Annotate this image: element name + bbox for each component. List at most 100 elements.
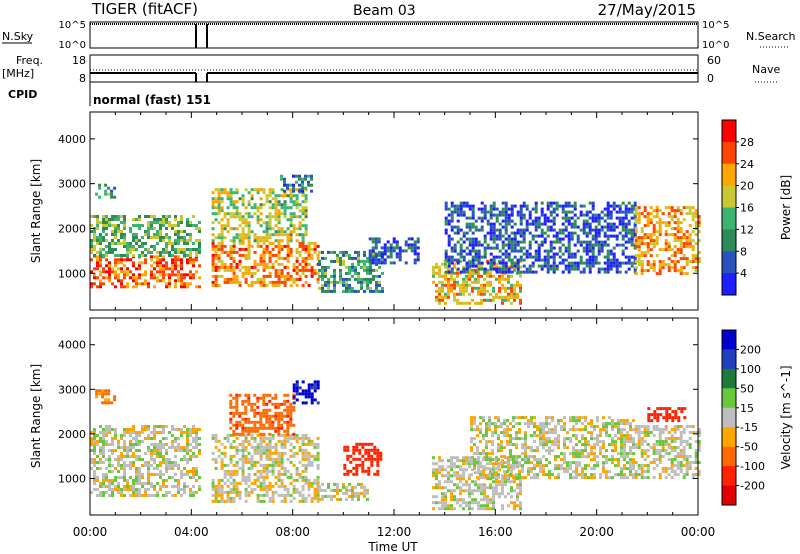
power-cell (498, 228, 502, 232)
power-cell (198, 239, 201, 242)
power-cell (259, 277, 263, 281)
vel-cell (90, 437, 93, 440)
vel-cell (132, 425, 135, 428)
vel-cell (301, 380, 305, 384)
power-cell (688, 239, 692, 243)
power-cell (150, 273, 153, 277)
power-cell (462, 280, 465, 284)
vel-cell (250, 454, 254, 458)
power-cell (253, 262, 257, 266)
power-cell (195, 248, 198, 251)
vel-cell (295, 490, 299, 494)
power-cell (247, 236, 251, 240)
vel-cell (295, 433, 299, 437)
vel-cell (265, 411, 269, 415)
power-cell (486, 289, 489, 293)
vel-cell (333, 494, 336, 498)
vel-cell (256, 496, 260, 500)
vel-cell (435, 471, 438, 475)
vel-cell (135, 431, 138, 434)
vel-cell (542, 422, 545, 426)
vel-cell (330, 494, 333, 498)
power-cell (348, 265, 351, 269)
vel-cell (189, 431, 192, 434)
vel-cell (518, 416, 521, 420)
vel-cell (489, 471, 492, 475)
power-cell (99, 239, 102, 242)
power-cell (114, 258, 117, 262)
power-cell (298, 224, 302, 228)
power-cell (588, 231, 592, 235)
vel-cell (174, 494, 177, 497)
vel-cell (283, 472, 287, 476)
vel-cell (220, 484, 224, 488)
power-cell (612, 207, 616, 211)
power-cell (241, 227, 245, 231)
vel-cell (530, 449, 533, 453)
power-cell (450, 219, 454, 223)
power-cell (383, 246, 387, 250)
vel-cell (220, 493, 224, 497)
vel-cell (223, 454, 227, 458)
power-cell (634, 209, 638, 213)
power-y-tick-label: 1000 (58, 267, 86, 280)
power-cell (259, 239, 263, 243)
vel-cell (482, 476, 485, 480)
power-cell (552, 255, 556, 259)
vel-cell (298, 499, 302, 503)
power-cell (256, 239, 260, 243)
power-cell (120, 242, 123, 245)
power-cell (435, 289, 438, 293)
power-cell (501, 246, 505, 250)
vel-cell (450, 495, 453, 499)
power-cell (265, 274, 269, 278)
vel-cell (105, 440, 108, 443)
power-cell (310, 247, 314, 251)
power-cell (366, 259, 369, 263)
power-cell (262, 230, 266, 234)
vel-cell (482, 452, 485, 456)
power-cell (471, 222, 475, 226)
power-cell (477, 286, 480, 290)
power-cell (643, 224, 647, 228)
power-cell (289, 197, 293, 201)
power-cell (540, 234, 544, 238)
power-cell (398, 255, 402, 259)
vel-cell (189, 458, 192, 461)
power-cell (186, 224, 189, 227)
vel-cell (373, 445, 377, 449)
power-cell (177, 239, 180, 242)
power-cell (229, 239, 233, 243)
power-cell (462, 292, 465, 296)
vel-cell (150, 437, 153, 440)
vel-cell (256, 448, 260, 452)
power-cell (217, 236, 221, 240)
power-cell (552, 234, 556, 238)
vel-cell (489, 486, 492, 490)
vel-cell (171, 425, 174, 428)
power-cell (286, 206, 290, 210)
power-cell (552, 216, 556, 220)
power-cell (159, 279, 162, 283)
vel-cell (346, 457, 350, 461)
vel-cell (286, 490, 290, 494)
power-cell (286, 256, 290, 260)
vel-cell (456, 465, 459, 469)
power-cell (630, 228, 634, 232)
power-region-4 (211, 188, 308, 243)
power-cell (108, 221, 111, 224)
power-cell (238, 212, 242, 216)
vel-cell (262, 411, 266, 415)
vel-cell (542, 440, 545, 444)
vel-cell (277, 439, 281, 443)
vel-cell (497, 467, 500, 471)
vel-cell (153, 485, 156, 488)
power-cell (465, 270, 469, 274)
vel-cell (316, 499, 320, 503)
power-cell (597, 243, 601, 247)
power-cell (525, 270, 529, 274)
power-cell (150, 255, 153, 259)
power-cell (691, 239, 695, 243)
power-cell (477, 267, 481, 271)
power-cell (102, 254, 105, 257)
